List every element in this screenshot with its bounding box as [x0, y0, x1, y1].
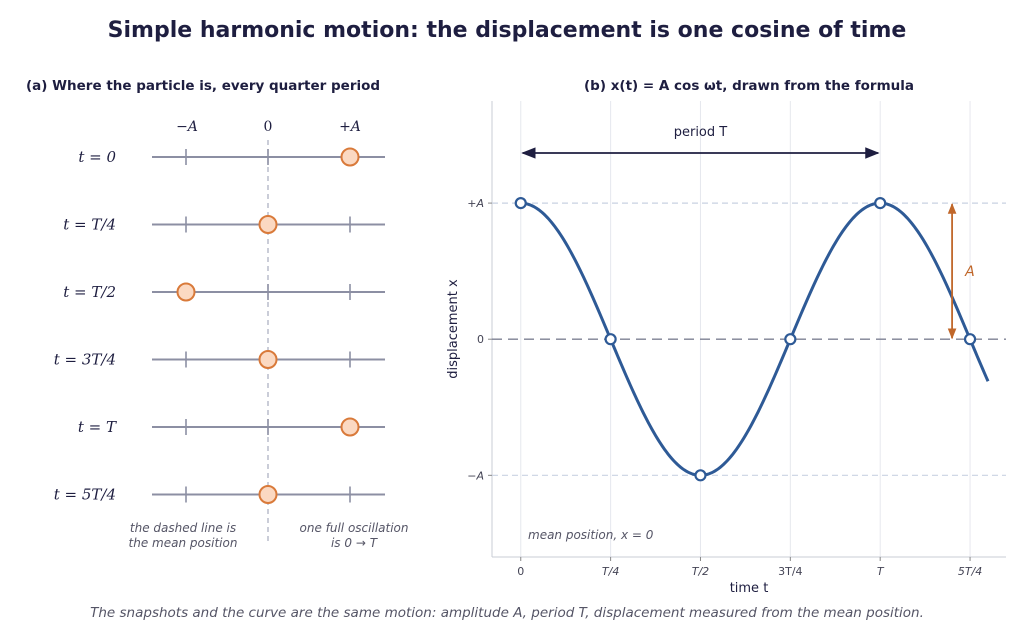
snapshot-row: t = 5T/4 — [54, 485, 385, 504]
snapshot-time-label: t = T/2 — [63, 283, 116, 301]
figure-caption: The snapshots and the curve are the same… — [90, 605, 924, 621]
period-label: period T — [674, 125, 728, 140]
x-tick-label: 0 — [517, 565, 524, 578]
quarter-period-marker — [874, 196, 887, 210]
displacement-plot: −A 0 +A 0 T/4 T/2 3T/4 T 5T/4 time t displacement … — [446, 101, 1006, 596]
note-right-line-1: one full oscillation — [300, 521, 409, 535]
snapshot-time-label: t = 5T/4 — [54, 486, 116, 504]
snapshot-rows: t = 0 t = T/4 t = T/2 t = 3T/4 t = T t = 5T/4 — [54, 147, 385, 504]
x-tick-label: 3T/4 — [778, 565, 802, 578]
axis-label-plus-a: +A — [339, 119, 361, 135]
y-tick-label: −A — [467, 469, 484, 482]
axis-label-zero: 0 — [264, 119, 273, 135]
y-axis-label: displacement x — [446, 279, 461, 379]
note-left-line-1: the dashed line is — [130, 521, 236, 535]
x-tick-label: T — [877, 565, 885, 578]
snapshot-time-label: t = T/4 — [63, 216, 116, 234]
panel-a: (a) Where the particle is, every quarter… — [26, 78, 409, 550]
displacement-curve — [520, 201, 990, 477]
particle-marker — [258, 215, 278, 234]
panel-a-title: (a) Where the particle is, every quarter… — [26, 78, 380, 94]
panel-b: (b) x(t) = A cos ωt, drawn from the form… — [446, 78, 1006, 596]
panel-b-title: (b) x(t) = A cos ωt, drawn from the form… — [584, 78, 914, 94]
quarter-period-marker — [963, 333, 977, 346]
snapshot-time-label: t = 3T/4 — [54, 351, 116, 369]
snapshot-row: t = T/4 — [63, 215, 385, 234]
y-tick-label: +A — [467, 197, 484, 210]
particle-marker — [340, 417, 360, 437]
quarter-period-marker — [604, 333, 617, 346]
x-tick-label: T/2 — [692, 565, 709, 578]
snapshot-row: t = 0 — [78, 147, 385, 167]
mean-position-note: mean position, x = 0 — [528, 528, 654, 542]
quarter-period-marker — [784, 333, 797, 346]
quarter-period-marker — [514, 196, 527, 210]
x-tick-label: T/4 — [602, 565, 619, 578]
snapshot-time-label: t = 0 — [78, 148, 116, 166]
y-tick-label: 0 — [477, 333, 484, 346]
figure-title: Simple harmonic motion: the displacement… — [108, 18, 907, 43]
snapshot-time-label: t = T — [78, 418, 117, 436]
particle-marker — [258, 350, 278, 369]
particle-marker — [340, 147, 360, 167]
particle-marker — [258, 485, 278, 504]
amplitude-label: A — [964, 264, 975, 280]
snapshot-row: t = T/2 — [63, 282, 385, 302]
x-tick-label: 5T/4 — [958, 565, 982, 578]
note-left-line-2: the mean position — [129, 536, 238, 550]
x-axis-label: time t — [730, 581, 769, 596]
snapshot-row: t = 3T/4 — [54, 350, 385, 369]
snapshot-row: t = T — [78, 417, 385, 437]
particle-marker — [176, 282, 196, 302]
quarter-period-marker — [694, 469, 707, 482]
note-right-line-2: is 0 → T — [331, 536, 379, 550]
axis-label-minus-a: −A — [176, 119, 198, 135]
